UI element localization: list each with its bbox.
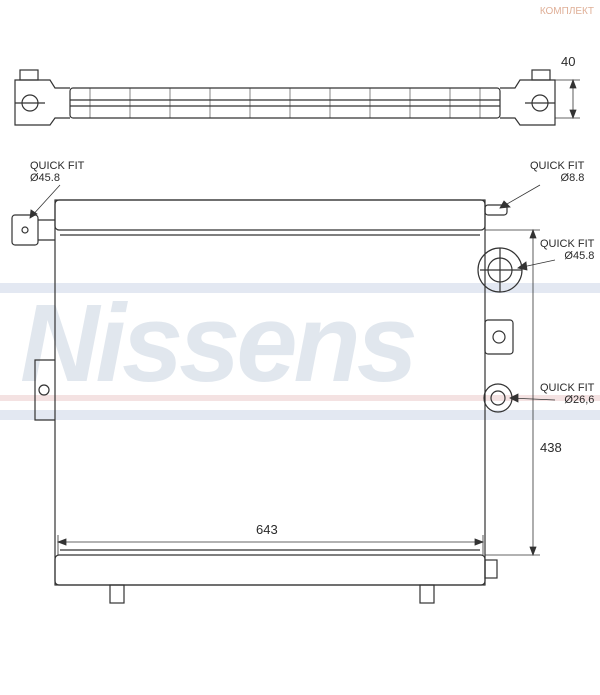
top-view [15, 70, 555, 125]
dim-main-width [58, 535, 483, 555]
dim-top-height [555, 80, 580, 118]
front-view [12, 200, 522, 603]
leaders [30, 185, 555, 402]
drawing-svg [0, 0, 600, 695]
diagram-canvas: Nissens КОМПЛЕКТ [0, 0, 600, 695]
